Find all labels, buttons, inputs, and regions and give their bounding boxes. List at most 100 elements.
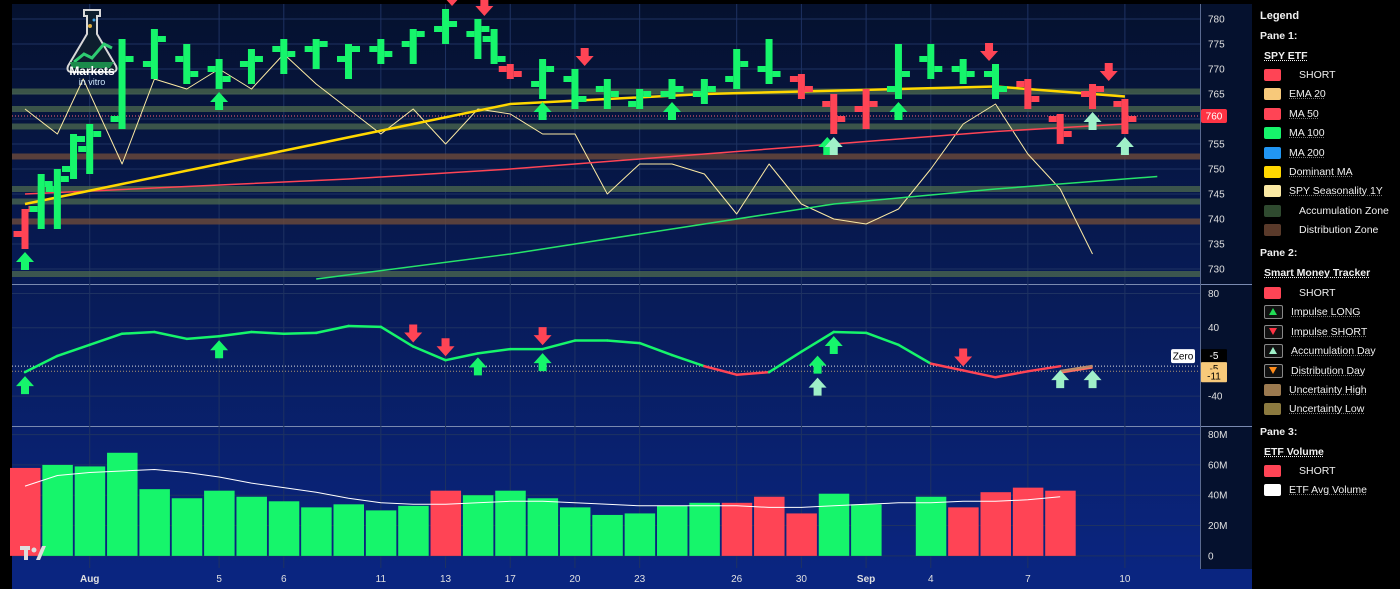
impulse-long-arrow [210,92,229,110]
price-bar-body [830,94,838,134]
legend-label: SPY Seasonality 1Y [1289,185,1383,198]
impulse-long-arrow [808,355,827,374]
legend-label: EMA 20 [1289,88,1326,101]
legend-panel: Legend Pane 1: SPY ETF SHORT EMA 20 MA 50 M… [1252,0,1400,589]
price-bar-body [37,174,45,229]
price-bar-body [150,29,158,79]
legend-swatch [1264,127,1281,140]
time-tick-label: 30 [796,574,808,585]
zero-badge [1171,349,1195,364]
accumulation-day-arrow [1083,112,1102,130]
smart-money-line [1026,364,1062,373]
legend-item-short: SHORT [1264,464,1336,478]
legend-item-spy-seasonality-1y: SPY Seasonality 1Y [1264,184,1383,198]
volume-bar [980,492,1011,556]
accumulation-zone [12,186,1200,192]
legend-item-ma-50: MA 50 [1264,107,1319,121]
smart-money-line [217,330,253,338]
price-bar-open [628,101,637,107]
price-bar-body [1024,79,1032,109]
impulse-long-arrow [533,353,552,372]
legend-swatch [1264,204,1281,217]
price-bar-body [490,29,498,64]
time-tick-label: 17 [505,574,517,585]
time-tick-label: 23 [634,574,646,585]
price-bar-open [207,66,216,72]
price-bar-close [707,86,716,92]
legend-swatch [1264,363,1283,378]
price-bar-open [919,56,928,62]
volume-bar [171,498,203,556]
impulse-long-arrow [533,102,552,120]
price-bar-close [384,51,393,57]
price-bar-open [692,91,701,97]
price-bar-close [578,96,587,102]
legend-swatch [1264,305,1283,320]
price-bar-body [86,124,94,174]
price-bar-body [345,44,352,79]
time-tick-label: 6 [281,574,287,585]
price-bar-close [222,76,231,82]
price-bar-close [837,116,846,122]
legend-swatch [1264,344,1283,359]
smart-money-line [735,370,771,376]
time-tick-label: 5 [216,574,222,585]
legend-label: Dominant MA [1289,166,1353,178]
price-bar-close [934,66,943,72]
legend-item-uncertainty-high: Uncertainty High [1264,383,1367,397]
volume-bar [786,513,817,556]
smart-money-line [767,350,803,374]
smart-money-line [994,370,1030,379]
volume-bar [624,513,656,556]
price-bar-open [466,31,475,37]
smart-money-line [897,343,933,365]
ma100-line [316,175,1158,280]
price-tick-label: 780 [1208,15,1225,26]
volume-bar [689,502,720,556]
legend-item-impulse-long: Impulse LONG [1264,305,1360,320]
legend-label: SHORT [1299,465,1336,477]
legend-label: SHORT [1299,287,1336,299]
legend-pane1-sub: SPY ETF [1264,50,1308,62]
smart-money-line [670,353,706,368]
price-bar-body [247,49,255,84]
legend-label: Uncertainty Low [1289,403,1365,416]
price-bar-close [804,86,813,92]
price-bar-close [254,56,263,62]
price-bar-close [416,31,425,37]
tracker-value-badge [1201,369,1227,383]
smart-money-line [703,364,738,376]
smart-money-line [250,330,286,335]
accumulation-day-arrow [1115,137,1134,155]
price-bar-open [854,106,863,112]
legend-swatch [1264,324,1283,339]
price-bar-open [239,61,248,67]
price-tick-label: 775 [1208,40,1225,51]
smart-money-line [606,339,641,345]
volume-bar [1012,487,1044,556]
price-bar-body [1121,99,1129,134]
volume-bar [365,510,397,556]
chart-area[interactable]: Aug 5 6 11 13 17 20 23 26 30 Sep 4 7 10 730 735 740 745 75… [0,0,1252,589]
logo-line1: Markets [69,64,115,78]
chart-svg[interactable]: Aug 5 6 11 13 17 20 23 26 30 Sep 4 7 10 730 735 740 745 75… [0,0,1252,589]
price-bar-close [643,91,652,97]
smart-money-line [56,343,91,358]
volume-tick-label: 80M [1208,430,1227,441]
smart-money-line [411,345,447,362]
volume-tick-label: 0 [1208,551,1214,562]
avg-volume-line [24,469,1061,508]
volume-bar [721,502,753,556]
legend-swatch [1264,384,1281,396]
legend-label: ETF Avg Volume [1289,484,1368,497]
legend-swatch [1264,69,1281,81]
smart-money-line [800,330,835,353]
volume-bar [915,496,947,556]
price-bar-body [442,9,450,44]
smart-money-line [347,324,383,329]
impulse-short-arrow [446,0,458,6]
legend-swatch [1264,185,1281,198]
legend-item-accumulation-zone: Accumulation Zone [1264,204,1389,218]
accumulation-zone [12,271,1200,277]
uncertainty-line [1060,367,1093,374]
